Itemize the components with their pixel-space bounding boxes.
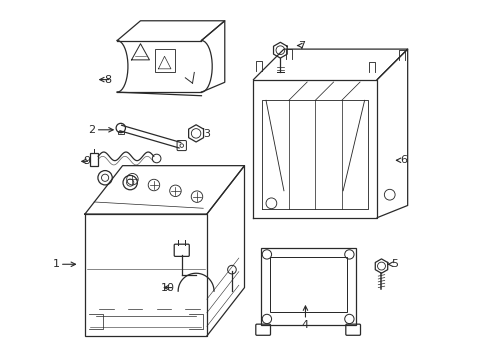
Text: 4: 4 (301, 320, 308, 330)
Text: 7: 7 (298, 41, 305, 50)
Bar (118, 131, 123, 134)
Bar (85, 214, 206, 336)
Bar (260, 248, 355, 325)
Text: 6: 6 (400, 155, 407, 165)
Text: 10: 10 (160, 283, 174, 293)
Bar (155, 49, 174, 72)
Text: 8: 8 (104, 75, 112, 85)
Text: 9: 9 (83, 156, 90, 166)
Text: 1: 1 (53, 259, 60, 269)
Text: 3: 3 (203, 129, 210, 139)
Bar (269, 257, 346, 312)
Text: 2: 2 (88, 125, 96, 135)
Text: 5: 5 (391, 259, 398, 269)
Bar (90, 153, 98, 166)
